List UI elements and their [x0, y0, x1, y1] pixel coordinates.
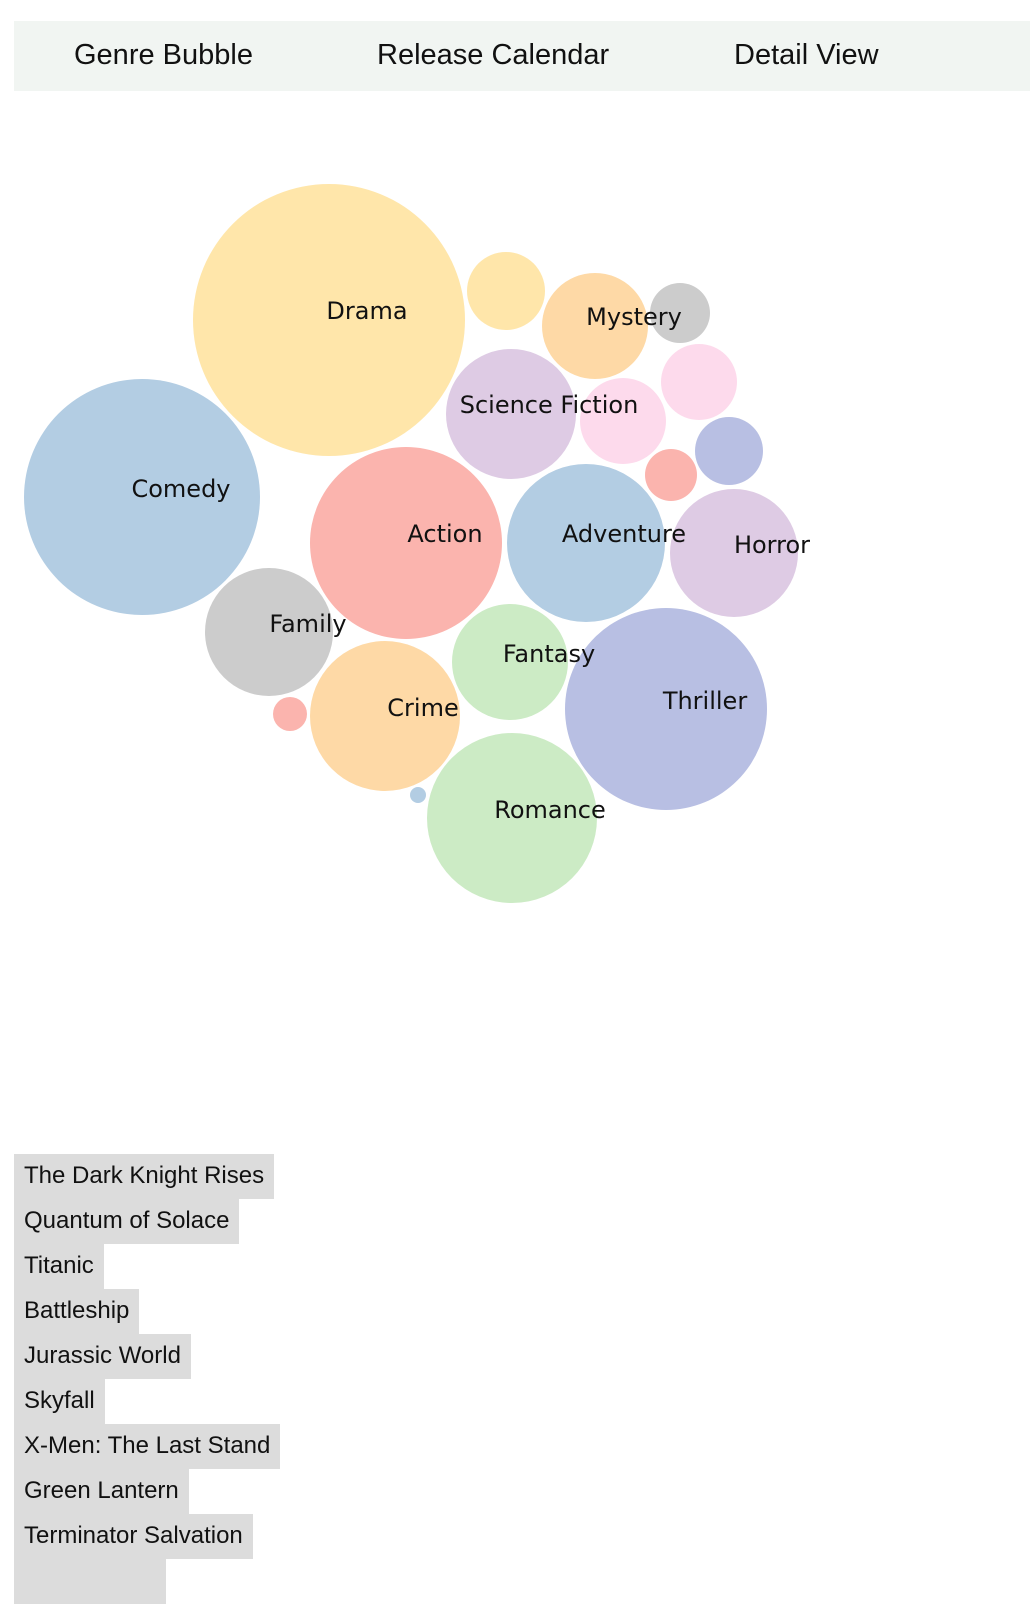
genre-bubble-horror[interactable]	[670, 489, 798, 617]
nav-release-calendar[interactable]: Release Calendar	[377, 39, 610, 71]
genre-bubble[interactable]	[580, 378, 666, 464]
genre-bubble[interactable]	[695, 417, 763, 485]
genre-bubble-comedy[interactable]	[24, 379, 260, 615]
genre-bubble-science-fiction[interactable]	[446, 349, 576, 479]
movie-item[interactable]: Terminator Salvation	[14, 1514, 253, 1559]
genre-bubble-adventure[interactable]	[507, 464, 665, 622]
nav-bar: Genre Bubble Release Calendar Detail Vie…	[14, 21, 1030, 91]
movie-item[interactable]: X-Men: The Last Stand	[14, 1424, 281, 1469]
movie-item[interactable]: Jurassic World	[14, 1334, 191, 1379]
movie-item[interactable]: Skyfall	[14, 1379, 105, 1424]
genre-bubble-mystery[interactable]	[542, 273, 648, 379]
genre-bubble-fantasy[interactable]	[452, 604, 568, 720]
nav-genre-bubble[interactable]: Genre Bubble	[74, 39, 253, 71]
genre-bubble-thriller[interactable]	[565, 608, 767, 810]
genre-bubble-action[interactable]	[310, 447, 502, 639]
movie-item[interactable]: The Dark Knight Rises	[14, 1154, 275, 1199]
genre-bubble[interactable]	[661, 344, 737, 420]
movie-item[interactable]	[14, 1559, 166, 1604]
genre-bubble[interactable]	[645, 449, 697, 501]
genre-bubble[interactable]	[273, 697, 307, 731]
genre-bubble-crime[interactable]	[310, 641, 460, 791]
genre-bubble[interactable]	[410, 787, 426, 803]
movie-item[interactable]: Quantum of Solace	[14, 1199, 240, 1244]
movie-item[interactable]: Titanic	[14, 1244, 104, 1289]
nav-detail-view[interactable]: Detail View	[734, 39, 879, 71]
genre-bubble-romance[interactable]	[427, 733, 597, 903]
movie-list: The Dark Knight Rises Quantum of Solace …	[14, 1154, 281, 1604]
genre-bubble-drama[interactable]	[193, 184, 465, 456]
genre-bubble[interactable]	[467, 252, 545, 330]
movie-item[interactable]: Battleship	[14, 1289, 140, 1334]
genre-bubble-family[interactable]	[205, 568, 333, 696]
movie-item[interactable]: Green Lantern	[14, 1469, 189, 1514]
genre-bubble[interactable]	[650, 283, 710, 343]
